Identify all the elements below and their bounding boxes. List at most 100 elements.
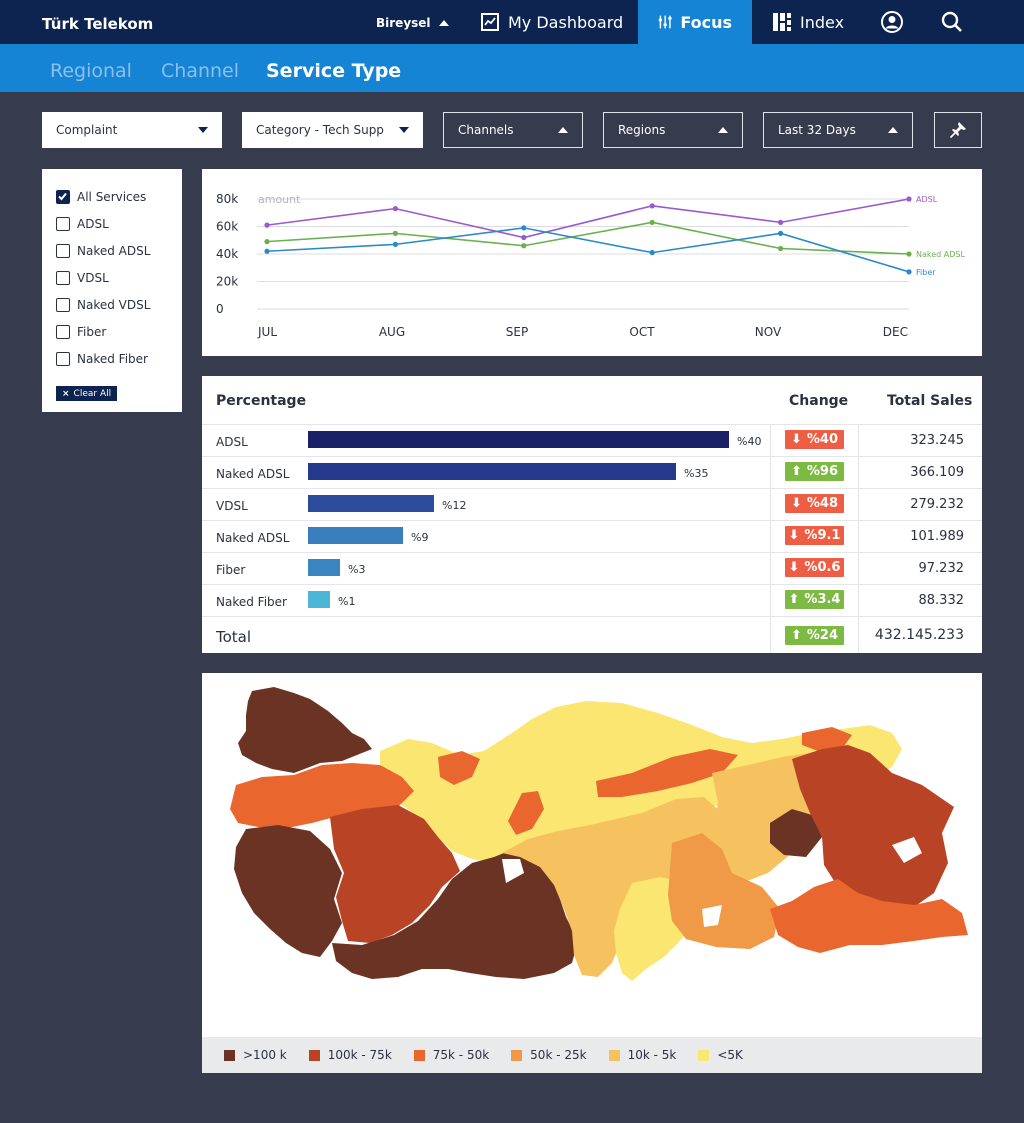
service-option-label: VDSL bbox=[77, 270, 109, 285]
sub-navigation-bar: Regional Channel Service Type bbox=[0, 44, 1024, 92]
brand-logo[interactable]: Türk Telekom bbox=[42, 15, 154, 33]
map-region[interactable] bbox=[330, 805, 460, 943]
nav-index[interactable]: Index bbox=[752, 0, 864, 44]
nav-focus-label: Focus bbox=[680, 12, 732, 32]
category-dropdown[interactable]: Category - Tech Supp bbox=[242, 112, 423, 148]
data-point bbox=[521, 234, 527, 241]
service-option[interactable]: VDSL bbox=[56, 264, 168, 291]
nav-my-dashboard[interactable]: My Dashboard bbox=[460, 0, 643, 44]
service-option[interactable]: Naked ADSL bbox=[56, 237, 168, 264]
service-option[interactable]: Naked VDSL bbox=[56, 291, 168, 318]
legend-swatch bbox=[608, 1049, 620, 1061]
service-option-label: Naked Fiber bbox=[77, 351, 148, 366]
tab-regional[interactable]: Regional bbox=[50, 60, 132, 82]
data-point bbox=[649, 203, 655, 209]
clear-all-button[interactable]: × Clear All bbox=[56, 386, 118, 401]
checkbox-icon[interactable] bbox=[56, 270, 70, 285]
map-region[interactable] bbox=[596, 749, 738, 797]
service-option-label: Fiber bbox=[77, 324, 107, 339]
checkbox-icon[interactable] bbox=[56, 324, 70, 339]
segment-label: Bireysel bbox=[376, 16, 431, 30]
header-change: Change bbox=[789, 393, 849, 409]
map-region[interactable] bbox=[502, 797, 726, 977]
legend-label: <5K bbox=[717, 1048, 743, 1062]
x-tick-label: SEP bbox=[506, 325, 528, 339]
legend-swatch bbox=[308, 1049, 320, 1061]
share-percent: %35 bbox=[684, 467, 709, 480]
service-option[interactable]: All Services bbox=[56, 183, 168, 210]
table-row[interactable]: ADSL %40 ⬇ %40 323.245 bbox=[202, 424, 982, 456]
map-region[interactable] bbox=[332, 849, 578, 979]
series-label: Naked ADSL bbox=[916, 250, 965, 259]
service-option[interactable]: ADSL bbox=[56, 210, 168, 237]
checkbox-checked-icon[interactable] bbox=[56, 189, 70, 204]
change-value: %0.6 bbox=[804, 560, 841, 575]
pin-button[interactable] bbox=[934, 112, 982, 148]
map-region[interactable] bbox=[508, 791, 544, 835]
checkbox-icon[interactable] bbox=[56, 297, 70, 312]
change-badge: ⬇ %40 bbox=[785, 430, 844, 449]
change-badge: ⬇ %48 bbox=[785, 494, 844, 513]
service-option-label: All Services bbox=[77, 189, 147, 204]
service-option[interactable]: Naked Fiber bbox=[56, 345, 168, 372]
legend-label: 100k - 75k bbox=[327, 1048, 392, 1062]
table-row[interactable]: VDSL %12 ⬇ %48 279.232 bbox=[202, 488, 982, 520]
service-option[interactable]: Fiber bbox=[56, 318, 168, 345]
total-sales: 432.145.233 bbox=[874, 627, 964, 643]
map-region[interactable] bbox=[770, 879, 968, 953]
table-total-row: Total ⬆ %24 432.145.233 bbox=[202, 616, 982, 653]
data-point bbox=[264, 239, 270, 245]
legend-label: 10k - 5k bbox=[627, 1048, 677, 1062]
map-lake bbox=[892, 837, 922, 863]
total-sales: 323.245 bbox=[910, 433, 964, 448]
map-region[interactable] bbox=[668, 833, 780, 949]
table-row[interactable]: Naked Fiber %1 ⬆ %3.4 88.332 bbox=[202, 584, 982, 616]
y-axis-label: amount bbox=[258, 193, 301, 206]
legend-item: 10k - 5k bbox=[608, 1048, 677, 1062]
legend-item: <5K bbox=[698, 1048, 743, 1062]
data-point bbox=[521, 225, 527, 231]
share-percent: %9 bbox=[411, 531, 429, 544]
period-dropdown[interactable]: Last 32 Days bbox=[763, 112, 913, 148]
share-bar bbox=[308, 495, 434, 512]
total-sales: 97.232 bbox=[918, 561, 965, 576]
total-label: Total bbox=[216, 628, 252, 646]
map-region[interactable] bbox=[802, 727, 852, 751]
checkbox-icon[interactable] bbox=[56, 351, 70, 366]
segment-dropdown[interactable]: Bireysel bbox=[376, 16, 449, 30]
search-button[interactable] bbox=[940, 10, 964, 34]
service-name: Naked Fiber bbox=[216, 595, 287, 609]
tab-channel[interactable]: Channel bbox=[161, 60, 240, 82]
map-region[interactable] bbox=[438, 751, 480, 785]
channels-dropdown[interactable]: Channels bbox=[443, 112, 583, 148]
change-value: %96 bbox=[806, 464, 839, 479]
header-total-sales: Total Sales bbox=[887, 393, 973, 409]
checkbox-icon[interactable] bbox=[56, 216, 70, 231]
table-row[interactable]: Fiber %3 ⬇ %0.6 97.232 bbox=[202, 552, 982, 584]
regions-dropdown[interactable]: Regions bbox=[603, 112, 743, 148]
map-region[interactable] bbox=[234, 825, 342, 957]
map-region[interactable] bbox=[770, 809, 822, 857]
map-region[interactable] bbox=[238, 687, 372, 773]
tab-service-type[interactable]: Service Type bbox=[266, 60, 402, 82]
share-bar bbox=[308, 591, 330, 608]
header-percentage: Percentage bbox=[216, 393, 307, 409]
caret-up-icon bbox=[558, 127, 568, 133]
turkey-provinces-map bbox=[230, 687, 968, 981]
x-tick-label: DEC bbox=[883, 325, 908, 339]
service-name: Naked ADSL bbox=[216, 531, 290, 545]
pin-icon bbox=[949, 122, 966, 139]
map-region[interactable] bbox=[708, 753, 826, 883]
table-row[interactable]: Naked ADSL %35 ⬆ %96 366.109 bbox=[202, 456, 982, 488]
total-sales: 101.989 bbox=[910, 529, 964, 544]
nav-focus[interactable]: Focus bbox=[638, 0, 752, 44]
line-chart: 0 20k 40k 60k 80k amount JUL AUG SEP OCT NOV DEC ADS… bbox=[216, 192, 965, 339]
table-row[interactable]: Naked ADSL %9 ⬇ %9.1 101.989 bbox=[202, 520, 982, 552]
user-profile-button[interactable] bbox=[880, 10, 904, 34]
data-point bbox=[649, 219, 655, 225]
checkbox-icon[interactable] bbox=[56, 243, 70, 258]
complaint-dropdown[interactable]: Complaint bbox=[42, 112, 222, 148]
change-value: %48 bbox=[806, 496, 839, 511]
change-badge: ⬆ %3.4 bbox=[785, 590, 844, 609]
map-region[interactable] bbox=[792, 745, 954, 909]
